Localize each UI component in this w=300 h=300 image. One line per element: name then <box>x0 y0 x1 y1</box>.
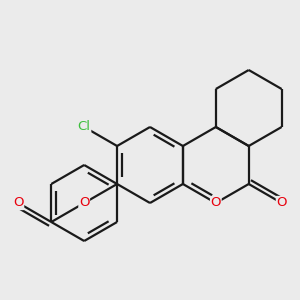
Text: Cl: Cl <box>78 121 91 134</box>
Text: O: O <box>211 196 221 209</box>
Text: O: O <box>79 196 89 209</box>
Text: O: O <box>276 196 287 209</box>
Text: O: O <box>13 196 24 209</box>
